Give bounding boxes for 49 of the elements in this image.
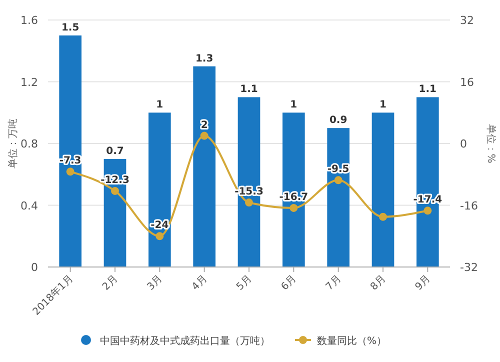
point — [334, 176, 342, 184]
y-tick-label: 0.8 — [20, 138, 38, 150]
y-tick-label: 1.6 — [20, 14, 38, 27]
data-label: -9.5 — [327, 164, 350, 176]
data-label: 0.7 — [106, 146, 124, 157]
y-tick-label: 0.4 — [20, 199, 38, 212]
data-label: -24 — [150, 220, 169, 232]
point — [200, 132, 208, 140]
x-tick-label: 8月 — [368, 273, 388, 293]
x-tick-label: 5月 — [234, 273, 254, 293]
y-tick-label: 0 — [31, 261, 38, 274]
data-label: 1 — [290, 100, 298, 111]
bar — [193, 66, 216, 267]
data-label: 1.5 — [61, 22, 80, 34]
point — [379, 212, 387, 221]
point — [424, 206, 432, 215]
point — [290, 204, 298, 212]
y2-tick-label: 16 — [460, 76, 474, 89]
y-tick-label: 1.2 — [20, 76, 38, 89]
x-tick-label: 4月 — [190, 273, 210, 293]
bar — [59, 35, 82, 267]
point — [66, 168, 74, 176]
data-label: 1 — [380, 100, 387, 111]
x-tick-label: 6月 — [279, 273, 299, 293]
data-label: 1 — [156, 100, 164, 111]
y2-tick-label: 0 — [460, 138, 467, 150]
x-tick-label: 2月 — [100, 273, 120, 293]
point — [111, 186, 119, 195]
data-label: 1.1 — [240, 84, 258, 96]
legend-label: 中国中药材及中式成药出口量（万吨） — [100, 335, 270, 347]
data-label: 1.1 — [418, 84, 437, 96]
point — [245, 198, 253, 207]
data-label: 1.3 — [195, 53, 214, 64]
y2-tick-label: -32 — [460, 261, 478, 274]
y2-tick-label: -16 — [460, 199, 478, 212]
legend-label: 数量同比（%） — [317, 335, 387, 347]
bar — [148, 112, 171, 267]
data-label: 0.9 — [329, 115, 348, 126]
x-tick-label: 7月 — [324, 273, 344, 293]
point — [156, 232, 164, 240]
x-tick-label: 9月 — [413, 273, 433, 293]
data-label: 2 — [200, 120, 208, 131]
bar — [372, 112, 394, 267]
x-tick-label: 3月 — [145, 273, 165, 293]
y-axis-title: 单位：万吨 — [7, 118, 19, 168]
y2-axis-title: 单位：% — [485, 124, 497, 164]
y2-tick-label: 32 — [460, 14, 474, 27]
data-label: -7.3 — [59, 156, 82, 167]
bar — [327, 128, 350, 267]
